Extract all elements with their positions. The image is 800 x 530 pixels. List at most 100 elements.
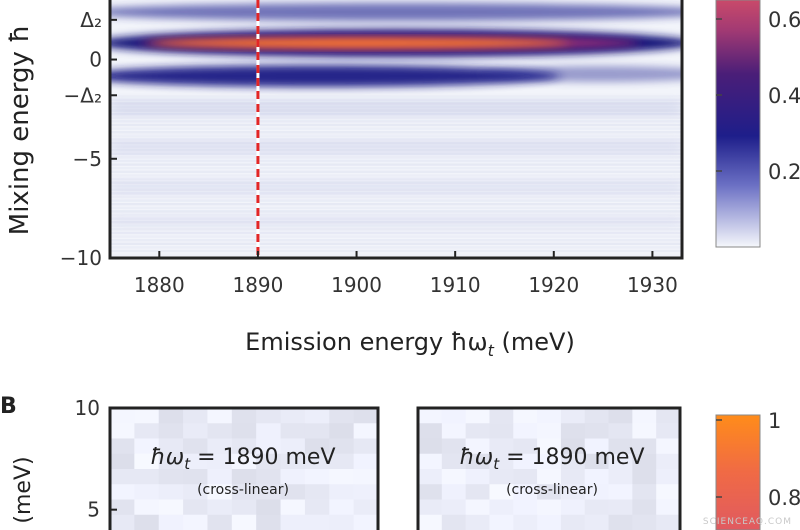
heatmap-cell [584, 499, 610, 516]
heatmap-cell [656, 453, 681, 470]
heatmap-cell [537, 514, 562, 530]
band-faint-1 [110, 100, 682, 116]
y-tick-label: −5 [73, 147, 102, 171]
heatmap-cell [608, 469, 633, 485]
heatmap-cell [353, 438, 379, 455]
heatmap-cell [465, 423, 490, 439]
heatmap-cell [489, 438, 514, 455]
heatmap-cell [441, 469, 467, 485]
x-tick-label: 1920 [528, 273, 579, 297]
panel-a-x-axis: 1880 1890 1900 1910 1920 1930 [134, 251, 678, 297]
heatmap-cell [584, 469, 610, 485]
heatmap-cell [608, 514, 633, 530]
texture-streak [110, 170, 682, 173]
heatmap-cell [280, 423, 306, 439]
heatmap-cell [158, 484, 184, 500]
texture-streak [110, 131, 682, 134]
heatmap-cell [465, 484, 490, 500]
texture-streak [110, 120, 682, 123]
heatmap-cell [256, 484, 282, 500]
heatmap-cell [353, 453, 379, 470]
texture-streak [110, 235, 682, 238]
heatmap-cell [256, 514, 282, 530]
heatmap-cell [656, 438, 681, 455]
panel-b-right: ħωt = 1890 meV (cross-linear) [416, 406, 682, 530]
heatmap-cell [418, 453, 443, 470]
heatmap-cell [110, 499, 135, 516]
heatmap-cell [560, 484, 586, 500]
heatmap-cell [632, 408, 657, 424]
heatmap-cell [489, 453, 514, 470]
heatmap-cell [256, 438, 282, 455]
panel-b-right-note: (cross-linear) [506, 482, 598, 498]
heatmap-cell [280, 514, 306, 530]
heatmap-cell [632, 484, 657, 500]
heatmap-cell [489, 423, 514, 439]
band-delta2-lower-tail [480, 66, 682, 82]
heatmap-cell [183, 408, 208, 424]
heatmap-cell [560, 514, 586, 530]
heatmap-cell [329, 499, 355, 516]
heatmap-cell [280, 469, 306, 485]
heatmap-cell [304, 514, 330, 530]
colorbar-tick-label: 0.6 [768, 8, 800, 32]
heatmap-cell [513, 408, 538, 424]
heatmap-cell [584, 423, 610, 439]
colorbar-tick-label: 0.2 [768, 160, 800, 184]
y-tick-label: 5 [87, 498, 100, 522]
heatmap-cell [110, 423, 135, 439]
heatmap-cell [465, 514, 490, 530]
texture-streak [110, 246, 682, 249]
heatmap-cell [608, 423, 633, 439]
heatmap-cell [207, 423, 233, 439]
band-delta2-upper [110, 3, 682, 21]
heatmap-cell [134, 469, 160, 485]
heatmap-cell [441, 514, 467, 530]
heatmap-cell [256, 453, 282, 470]
texture-streak [110, 138, 682, 141]
heatmap-cell [280, 438, 306, 455]
heatmap-cell [656, 469, 681, 485]
heatmap-cell [608, 499, 633, 516]
texture-streak [110, 253, 682, 256]
x-tick-label: 1930 [627, 273, 678, 297]
heatmap-cell [183, 484, 208, 500]
texture-streak [110, 98, 682, 101]
panel-a-frame [108, 0, 684, 260]
heatmap-cell [110, 514, 135, 530]
heatmap-cell [183, 423, 208, 439]
panel-b-left: 10 5 ħωt = 1890 meV (cross-linear) [75, 396, 380, 530]
heatmap-cell [537, 408, 562, 424]
heatmap-cell [134, 408, 160, 424]
heatmap-cell [465, 499, 490, 516]
heatmap-cell [632, 514, 657, 530]
heatmap-cell [465, 453, 490, 470]
heatmap-cell [183, 438, 208, 455]
panel-a-y-axis: Δ₂ 0 −Δ₂ −5 −10 [60, 8, 117, 270]
heatmap-cell [134, 499, 160, 516]
heatmap-cell [418, 469, 443, 485]
heatmap-cell [280, 499, 306, 516]
heatmap-cell [608, 438, 633, 455]
heatmap-cell [231, 514, 257, 530]
heatmap-cell [632, 423, 657, 439]
heatmap-cell [134, 423, 160, 439]
heatmap-cell [584, 484, 610, 500]
heatmap-cell [158, 514, 184, 530]
heatmap-cell [513, 514, 538, 530]
heatmap-cell [560, 423, 586, 439]
band-delta2-lower [110, 65, 560, 87]
heatmap-cell [608, 408, 633, 424]
heatmap-cell [207, 499, 233, 516]
colorbar-tick-label: 0.8 [768, 486, 800, 510]
heatmap-cell [158, 499, 184, 516]
heatmap-cell [158, 453, 184, 470]
x-tick-label: 1910 [430, 273, 481, 297]
heatmap-cell [441, 484, 467, 500]
heatmap-cell [329, 453, 355, 470]
heatmap-cell [134, 514, 160, 530]
panel-a: 1880 1890 1900 1910 1920 1930 Δ₂ 0 −Δ₂ −5 −10 Emi… [5, 0, 800, 360]
texture-streak [110, 210, 682, 213]
heatmap-cell [231, 453, 257, 470]
heatmap-cell [207, 453, 233, 470]
